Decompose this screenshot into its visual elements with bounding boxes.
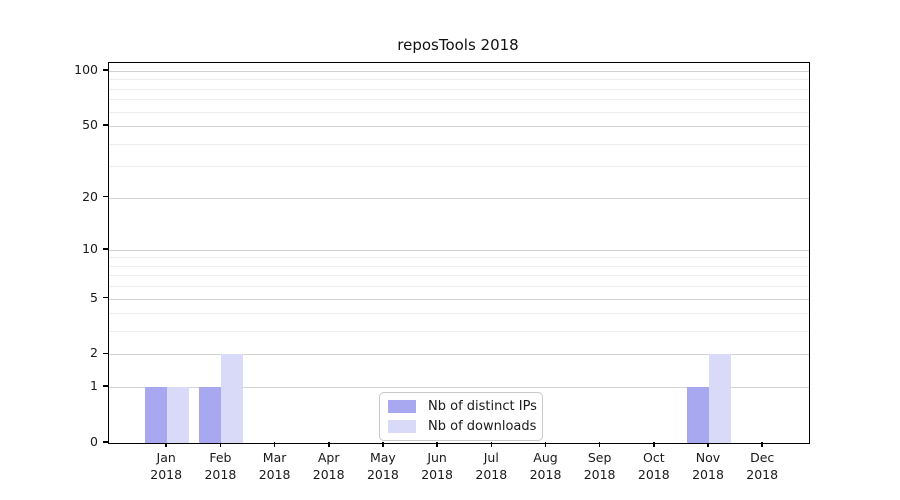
- major-gridline: [109, 354, 809, 356]
- y-tick-mark: [103, 296, 108, 299]
- x-tick-month: Jul: [483, 450, 499, 465]
- x-tick-year: 2018: [204, 467, 237, 482]
- y-tick-mark: [103, 441, 108, 443]
- x-tick-mark: [544, 442, 547, 447]
- x-tick-label: Dec 2018: [732, 449, 792, 483]
- x-tick-year: 2018: [150, 467, 183, 482]
- x-tick-label: Nov 2018: [678, 449, 738, 483]
- x-tick-year: 2018: [258, 467, 291, 482]
- y-tick-mark: [103, 195, 108, 198]
- minor-gridline: [109, 313, 809, 315]
- x-tick-year: 2018: [529, 467, 562, 482]
- bar-downloads: [167, 387, 190, 443]
- x-tick-mark: [328, 442, 330, 447]
- x-tick-year: 2018: [421, 467, 453, 482]
- legend-swatch-icon: [388, 400, 416, 413]
- x-tick-label: Mar 2018: [245, 449, 305, 483]
- legend-item: Nb of downloads: [388, 419, 536, 434]
- y-tick-label: 5: [90, 289, 98, 305]
- x-tick-month: Dec: [750, 450, 775, 465]
- y-tick-mark: [103, 352, 108, 355]
- plot-area: Nb of distinct IPs Nb of downloads: [108, 62, 810, 444]
- x-tick-mark: [761, 442, 763, 447]
- minor-gridline: [109, 331, 809, 333]
- x-tick-label: Apr 2018: [299, 449, 359, 483]
- x-tick-month: Mar: [262, 450, 287, 465]
- x-tick-mark: [490, 442, 492, 447]
- x-tick-month: Sep: [587, 450, 612, 465]
- x-tick-year: 2018: [475, 467, 508, 482]
- x-tick-label: Aug 2018: [516, 449, 576, 483]
- legend-label: Nb of distinct IPs: [428, 399, 537, 414]
- legend: Nb of distinct IPs Nb of downloads: [379, 392, 543, 441]
- x-tick-year: 2018: [312, 467, 345, 482]
- bar-distinct-ips: [687, 387, 709, 443]
- minor-gridline: [109, 286, 809, 288]
- major-gridline: [109, 387, 809, 389]
- x-tick-month: Jun: [427, 450, 447, 465]
- y-tick-label: 50: [82, 117, 98, 133]
- minor-gridline: [109, 99, 809, 101]
- bar-distinct-ips: [145, 387, 168, 443]
- y-tick-mark: [103, 385, 108, 387]
- x-tick-label: Oct 2018: [624, 449, 684, 483]
- minor-gridline: [109, 257, 809, 259]
- legend-item: Nb of distinct IPs: [388, 399, 537, 414]
- bar-distinct-ips: [199, 387, 222, 443]
- x-tick-mark: [598, 442, 601, 447]
- minor-gridline: [109, 143, 809, 145]
- y-tick-mark: [103, 124, 108, 126]
- minor-gridline: [109, 275, 809, 277]
- minor-gridline: [109, 265, 809, 267]
- x-tick-year: 2018: [366, 467, 399, 482]
- major-gridline: [109, 298, 809, 300]
- x-tick-label: Jul 2018: [461, 449, 521, 483]
- x-tick-month: Jan: [156, 450, 176, 465]
- x-tick-year: 2018: [637, 467, 670, 482]
- legend-swatch-icon: [388, 420, 416, 433]
- y-tick-label: 0: [90, 434, 98, 449]
- x-tick-month: Oct: [642, 450, 665, 465]
- minor-gridline: [109, 166, 809, 168]
- y-tick-label: 1: [90, 378, 98, 394]
- x-tick-month: Aug: [533, 450, 558, 465]
- x-tick-label: Jan 2018: [136, 449, 196, 483]
- x-tick-month: Feb: [209, 450, 232, 465]
- x-tick-year: 2018: [692, 467, 724, 482]
- x-tick-mark: [165, 442, 167, 447]
- x-tick-month: Nov: [695, 450, 721, 465]
- x-tick-mark: [436, 442, 438, 447]
- major-gridline: [109, 197, 809, 199]
- major-gridline: [109, 249, 809, 251]
- x-tick-month: Apr: [317, 450, 340, 465]
- x-tick-year: 2018: [746, 467, 779, 482]
- bar-downloads: [221, 354, 244, 443]
- legend-label: Nb of downloads: [428, 419, 537, 434]
- x-tick-label: May 2018: [353, 449, 413, 483]
- y-tick-label: 10: [82, 240, 98, 256]
- x-tick-mark: [273, 442, 276, 447]
- x-tick-month: May: [369, 450, 396, 465]
- x-tick-label: Sep 2018: [570, 449, 630, 483]
- minor-gridline: [109, 88, 809, 90]
- x-tick-year: 2018: [583, 467, 616, 482]
- bar-downloads: [709, 354, 731, 443]
- x-tick-mark: [382, 442, 384, 447]
- minor-gridline: [109, 79, 809, 81]
- x-tick-label: Jun 2018: [407, 449, 467, 483]
- y-tick-mark: [103, 69, 108, 71]
- x-tick-mark: [653, 442, 655, 447]
- chart-title: reposTools 2018: [397, 36, 519, 54]
- minor-gridline: [109, 111, 809, 113]
- y-tick-mark: [103, 248, 108, 250]
- major-gridline: [109, 71, 809, 72]
- y-tick-label: 100: [74, 62, 98, 77]
- x-tick-label: Feb 2018: [190, 449, 250, 483]
- y-tick-label: 20: [82, 188, 98, 204]
- y-tick-label: 2: [90, 345, 98, 361]
- major-gridline: [109, 126, 809, 128]
- x-tick-mark: [707, 442, 709, 447]
- x-tick-mark: [219, 442, 222, 447]
